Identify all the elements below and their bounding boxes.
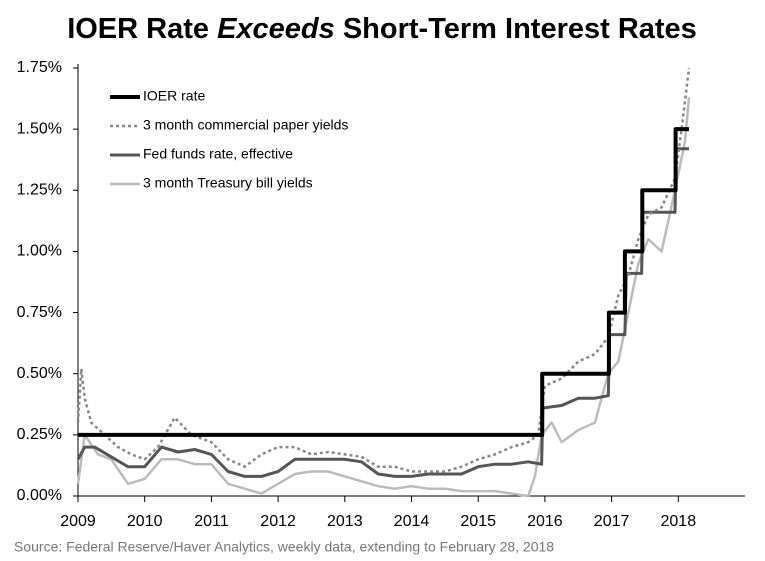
y-tick-label: 0.00% [17,487,62,504]
legend-label: Fed funds rate, effective [143,146,293,162]
legend-label: IOER rate [143,88,205,104]
x-tick-label: 2018 [661,513,697,530]
x-tick-label: 2012 [260,513,296,530]
y-tick-label: 1.25% [17,182,62,199]
y-tick-label: 0.75% [17,304,62,321]
series-line [76,67,691,473]
x-tick-label: 2017 [594,513,630,530]
y-tick-label: 0.25% [17,426,62,443]
y-tick-label: 1.00% [17,243,62,260]
source-note: Source: Federal Reserve/Haver Analytics,… [14,539,554,555]
series-line [76,147,689,478]
series-line [76,97,691,498]
chart-title: IOER Rate Exceeds Short-Term Interest Ra… [67,13,697,45]
y-tick-label: 1.50% [17,120,62,137]
title-part: IOER Rate [67,13,217,45]
y-tick-label: 1.75% [17,59,62,76]
legend-label: 3 month Treasury bill yields [143,175,313,191]
x-tick-label: 2011 [194,513,229,530]
x-tick-label: 2009 [60,513,96,530]
title-part: Short-Term Interest Rates [335,13,697,45]
x-tick-label: 2015 [460,513,496,530]
x-tick-label: 2014 [394,513,430,530]
x-tick-label: 2016 [527,513,563,530]
y-tick-label: 0.50% [17,365,62,382]
legend-label: 3 month commercial paper yields [143,117,348,133]
title-part: Exceeds [217,13,335,45]
series-line [78,127,689,437]
x-tick-label: 2010 [127,513,163,530]
x-tick-label: 2013 [327,513,363,530]
